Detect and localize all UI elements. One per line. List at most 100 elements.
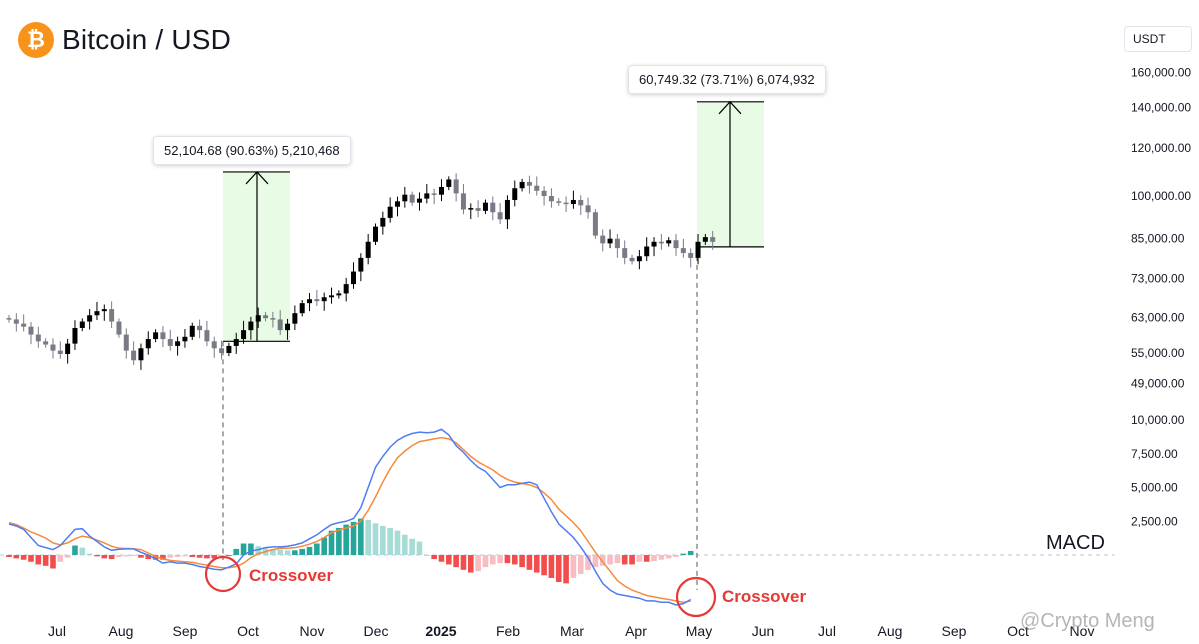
candle-body <box>607 238 613 244</box>
x-tick-label: Jun <box>752 623 775 639</box>
histogram-bar <box>482 555 489 568</box>
histogram-bar <box>599 555 606 566</box>
chart-header: ₿ Bitcoin / USD <box>18 22 231 58</box>
candle-body <box>666 240 672 244</box>
histogram-bar <box>226 555 232 556</box>
histogram-bar <box>108 555 115 560</box>
histogram-bar <box>152 555 159 560</box>
histogram-bar <box>504 555 511 564</box>
histogram-bar <box>13 555 20 559</box>
candle-body <box>490 202 496 213</box>
histogram-bar <box>614 555 621 564</box>
histogram-bar <box>548 555 555 578</box>
candle-body <box>556 201 562 203</box>
candle-body <box>101 309 107 312</box>
histogram-bar <box>402 534 408 555</box>
candle-body <box>43 341 49 345</box>
candle-body <box>145 339 151 349</box>
histogram-bar <box>577 555 584 574</box>
candle-body <box>614 238 620 249</box>
candle-body <box>453 179 459 194</box>
candle-body <box>204 330 210 342</box>
histogram-bar <box>431 555 437 560</box>
candle-body <box>680 248 686 253</box>
candle-body <box>314 299 320 302</box>
candle-body <box>578 199 584 206</box>
candle-body <box>197 325 203 331</box>
candle-body <box>702 237 708 242</box>
candle-body <box>710 237 716 242</box>
histogram-bar <box>270 548 276 555</box>
x-tick-label: May <box>686 623 712 639</box>
candle-body <box>644 246 650 257</box>
histogram-bar <box>64 555 71 558</box>
candle-body <box>673 240 679 249</box>
histogram-bar <box>321 537 327 555</box>
axis-labels: 160,000.00 140,000.00 120,000.00 100,000.00… <box>48 66 1191 639</box>
x-tick-label: Aug <box>109 623 134 639</box>
candle-body <box>636 256 642 262</box>
candle-body <box>431 193 437 195</box>
price-tick-label: 73,000.00 <box>1131 272 1185 286</box>
x-tick-label: Feb <box>496 623 520 639</box>
histogram-bar <box>533 555 540 573</box>
histogram-bar <box>350 521 357 555</box>
candle-body <box>512 188 518 200</box>
candle-body <box>475 208 481 211</box>
candle-body <box>109 309 115 322</box>
candle-body <box>438 186 444 195</box>
price-tick-label: 55,000.00 <box>1131 346 1185 360</box>
candle-body <box>160 332 166 340</box>
crossover-markers <box>204 555 717 618</box>
histogram-bar <box>116 555 122 558</box>
x-tick-label: Nov <box>300 623 325 639</box>
candle-body <box>189 325 195 337</box>
candle-body <box>570 199 576 204</box>
x-tick-label: Jul <box>818 623 836 639</box>
candle-body <box>321 297 327 302</box>
histogram-bar <box>167 555 174 558</box>
candle-body <box>380 217 386 227</box>
candle-body <box>226 345 232 353</box>
histogram-bar <box>687 550 694 555</box>
histogram-bar <box>651 555 657 562</box>
histogram-bar <box>299 548 305 555</box>
candle-body <box>35 334 41 342</box>
histogram-bar <box>255 546 262 555</box>
histogram-bar <box>446 555 452 565</box>
candle-body <box>65 343 71 354</box>
currency-button[interactable]: USDT <box>1124 26 1192 52</box>
histogram-bar <box>336 528 342 555</box>
histogram-bar <box>160 555 166 560</box>
candle-body <box>6 318 12 320</box>
candle-body <box>299 303 305 314</box>
crossover-label-1: Crossover <box>249 566 334 585</box>
histogram-bar <box>72 545 78 555</box>
histogram-bar <box>394 530 401 555</box>
candle-body <box>167 339 173 346</box>
histogram-bar <box>621 555 628 565</box>
x-tick-label: Nov <box>1070 623 1095 639</box>
histogram-bar <box>680 553 687 555</box>
histogram-bar <box>94 555 100 557</box>
measure-tooltip-1: 52,104.68 (90.63%) 5,210,468 <box>153 136 351 165</box>
histogram-bar <box>240 543 247 555</box>
histogram-bar <box>343 524 349 555</box>
candle-body <box>182 336 188 342</box>
candle-body <box>351 271 357 285</box>
histogram-bar <box>79 547 86 555</box>
candle-body <box>519 181 525 189</box>
histogram-bar <box>585 555 591 570</box>
candle-body <box>622 248 628 258</box>
candle-body <box>343 284 349 294</box>
histogram-bar <box>314 543 320 555</box>
histogram-bar <box>467 555 474 573</box>
candle-body <box>394 201 400 207</box>
histogram-bar <box>519 555 525 568</box>
histogram-bar <box>453 555 459 568</box>
candle-body <box>116 321 122 335</box>
candle-body <box>358 257 364 272</box>
candle-body <box>402 194 408 202</box>
price-tick-label: 49,000.00 <box>1131 376 1185 390</box>
